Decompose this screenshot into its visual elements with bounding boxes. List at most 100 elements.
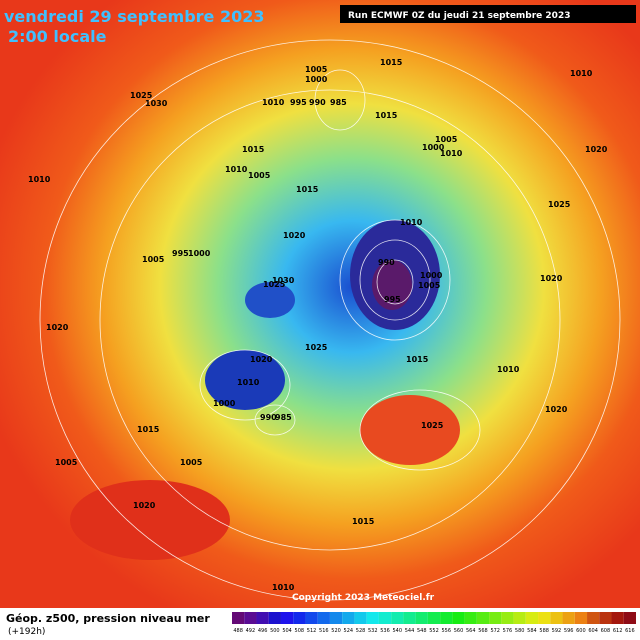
scale-label: 540: [392, 628, 402, 634]
scale-swatch: [611, 612, 624, 624]
scale-label: 596: [564, 628, 574, 634]
scale-swatch: [378, 612, 392, 624]
scale-swatch: [538, 612, 551, 624]
scale-swatch: [305, 612, 318, 624]
scale-swatch: [574, 612, 588, 624]
isobar-label: 1005: [248, 171, 271, 180]
isobar-label: 990: [378, 258, 395, 267]
scale-swatch: [391, 612, 404, 624]
scale-swatch: [268, 612, 281, 624]
isobar-label: 1005: [180, 458, 203, 467]
isobar-label: 1010: [262, 98, 285, 107]
isobar-label: 1015: [352, 517, 375, 526]
scale-swatch: [464, 612, 477, 624]
scale-swatch: [623, 612, 636, 624]
isobar-label: 1015: [380, 58, 403, 67]
isobar-label: 1025: [421, 421, 444, 430]
scale-label: 584: [527, 628, 537, 634]
scale-swatch: [293, 612, 306, 624]
scale-swatch: [525, 612, 539, 624]
low-north: [245, 282, 295, 318]
isobar-label: 1000: [305, 75, 328, 84]
isobar-label: 1020: [133, 501, 156, 510]
isobar-lines: [39, 39, 621, 601]
scale-label: 496: [258, 628, 268, 634]
isobar-label: 1025: [305, 343, 328, 352]
low-west: [205, 350, 285, 410]
scale-label: 580: [515, 628, 525, 634]
scale-swatch: [354, 612, 367, 624]
scale-label: 508: [295, 628, 305, 634]
isobar-label: 990: [309, 98, 326, 107]
isobar-label: 1000: [188, 249, 211, 258]
isobar-label: 1010: [225, 165, 248, 174]
scale-label: 568: [478, 628, 488, 634]
scale-swatch: [256, 612, 269, 624]
isobar-label: 1005: [55, 458, 78, 467]
scale-swatch: [476, 612, 490, 624]
isobar-label: 1010: [497, 365, 520, 374]
scale-swatch: [366, 612, 379, 624]
isobar-label: 1020: [545, 405, 568, 414]
scale-label: 588: [539, 628, 549, 634]
scale-label: 612: [613, 628, 623, 634]
scale-swatch: [452, 612, 465, 624]
footer-title: Géop. z500, pression niveau mer: [6, 612, 210, 625]
scale-label: 536: [380, 628, 390, 634]
run-box: [340, 5, 636, 23]
scale-swatch: [244, 612, 257, 624]
scale-swatch: [317, 612, 330, 624]
scale-label: 528: [356, 628, 366, 634]
isobar-label: 1025: [130, 91, 153, 100]
scale-label: 544: [405, 628, 415, 634]
scale-label: 532: [368, 628, 378, 634]
scale-label: 616: [625, 628, 635, 634]
scale-label: 504: [282, 628, 292, 634]
scale-label: 564: [466, 628, 476, 634]
scale-label: 576: [503, 628, 513, 634]
run-info: Run ECMWF 0Z du jeudi 21 septembre 2023: [348, 11, 570, 21]
scale-swatch: [342, 612, 355, 624]
scale-swatch: [489, 612, 502, 624]
scale-label: 572: [490, 628, 500, 634]
scale-label: 512: [307, 628, 317, 634]
isobar-labels: 1005 1000 1015 1010 995 990 985 1025 103…: [28, 58, 608, 592]
time-title: 2:00 locale: [8, 27, 107, 46]
isobar-label: 1005: [418, 281, 441, 290]
scale-label: 600: [576, 628, 586, 634]
isobar-label: 1005: [435, 135, 458, 144]
isobar-label: 1020: [283, 231, 306, 240]
date-title: vendredi 29 septembre 2023: [4, 7, 265, 26]
isobar-label: 1025: [263, 280, 286, 289]
isobar-label: 985: [275, 413, 292, 422]
isobar-label: 1015: [296, 185, 319, 194]
scale-label: 488: [233, 628, 243, 634]
scale-swatch: [599, 612, 612, 624]
isobar-label: 1020: [46, 323, 69, 332]
scale-swatch: [513, 612, 526, 624]
scale-label: 560: [454, 628, 464, 634]
scale-swatch: [562, 612, 575, 624]
isobar-label: 1030: [272, 276, 295, 285]
isobar-label: 1010: [237, 378, 260, 387]
scale-swatch: [501, 612, 514, 624]
scale-label: 492: [246, 628, 256, 634]
scale-swatch: [280, 612, 294, 624]
color-scale: 488 492 496 500 504 508 512 516 520 524 528 532 536 5…: [232, 612, 636, 634]
scale-swatch: [415, 612, 428, 624]
isobar-label: 1005: [305, 65, 328, 74]
scale-swatch: [232, 612, 245, 624]
isobar-label: 1015: [137, 425, 160, 434]
scale-label: 548: [417, 628, 427, 634]
isobar-label: 1030: [145, 99, 168, 108]
scale-label: 552: [429, 628, 439, 634]
high-atlantic: [70, 480, 230, 560]
isobar-label: 1000: [213, 399, 236, 408]
scale-swatch: [427, 612, 441, 624]
isobar-label: 995: [384, 295, 401, 304]
isobar-label: 1015: [375, 111, 398, 120]
isobar-label: 1020: [540, 274, 563, 283]
scale-swatch: [587, 612, 600, 624]
isobar-label: 1010: [570, 69, 593, 78]
